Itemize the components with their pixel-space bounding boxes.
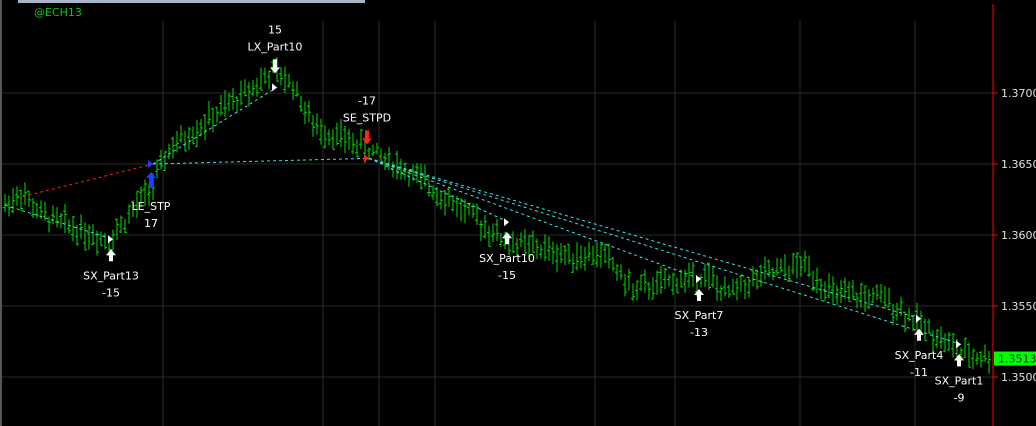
arrow-up-icon bbox=[106, 249, 116, 262]
left-border bbox=[0, 0, 2, 426]
trade-label: LX_Part10 bbox=[248, 40, 303, 53]
trade-marker-icon bbox=[364, 154, 369, 163]
trade-marker-icon bbox=[956, 340, 961, 349]
trade-line bbox=[368, 157, 962, 345]
trade-value: 15 bbox=[268, 23, 282, 36]
trade-label: SX_Part7 bbox=[675, 309, 724, 322]
trade-label: SE_STPD bbox=[343, 111, 391, 124]
arrow-down-icon bbox=[362, 130, 372, 145]
trade-value: 17 bbox=[144, 217, 158, 230]
trade-value: -11 bbox=[910, 366, 928, 379]
trade-label: SX_Part13 bbox=[83, 269, 139, 282]
window-tab-strip bbox=[18, 0, 365, 3]
trade-marker-icon bbox=[148, 160, 153, 168]
trade-line bbox=[152, 157, 370, 165]
y-tick-label: 1.3600 bbox=[1001, 229, 1036, 242]
trade-line bbox=[4, 204, 114, 240]
arrow-up-icon bbox=[914, 328, 924, 341]
trade-marker-icon bbox=[504, 218, 509, 227]
last-price-badge bbox=[994, 351, 1036, 366]
last-price-label: 1.3513 bbox=[998, 353, 1036, 366]
y-tick-label: 1.3500 bbox=[1001, 371, 1036, 384]
trade-label: SX_Part4 bbox=[895, 349, 944, 362]
arrow-up-icon bbox=[146, 172, 156, 188]
trade-line bbox=[368, 157, 922, 320]
trade-value: -9 bbox=[954, 391, 965, 404]
trade-value: -15 bbox=[102, 286, 120, 299]
trade-line bbox=[368, 157, 510, 223]
trade-label: SX_Part1 bbox=[935, 374, 984, 387]
arrow-down-icon bbox=[270, 59, 280, 74]
trade-marker-icon bbox=[272, 83, 277, 92]
y-tick-label: 1.3650 bbox=[1001, 158, 1036, 171]
trade-marker-icon bbox=[916, 314, 921, 323]
trade-value: -15 bbox=[498, 269, 516, 282]
trade-marker-icon bbox=[108, 235, 113, 244]
y-tick-label: 1.3550 bbox=[1001, 300, 1036, 313]
trade-marker-icon bbox=[696, 275, 701, 284]
arrow-up-icon bbox=[502, 232, 512, 245]
arrow-up-icon bbox=[954, 354, 964, 367]
trade-label: SX_Part10 bbox=[479, 252, 535, 265]
trade-line bbox=[368, 157, 702, 280]
trade-label: LE_STP bbox=[132, 200, 171, 213]
trade-value: -13 bbox=[690, 326, 708, 339]
trade-line bbox=[152, 86, 278, 165]
trade-value: -17 bbox=[358, 94, 376, 107]
symbol-label: @ECH13 bbox=[34, 6, 82, 19]
trade-line bbox=[16, 163, 154, 199]
y-tick-label: 1.3700 bbox=[1001, 87, 1036, 100]
arrow-up-icon bbox=[694, 289, 704, 302]
